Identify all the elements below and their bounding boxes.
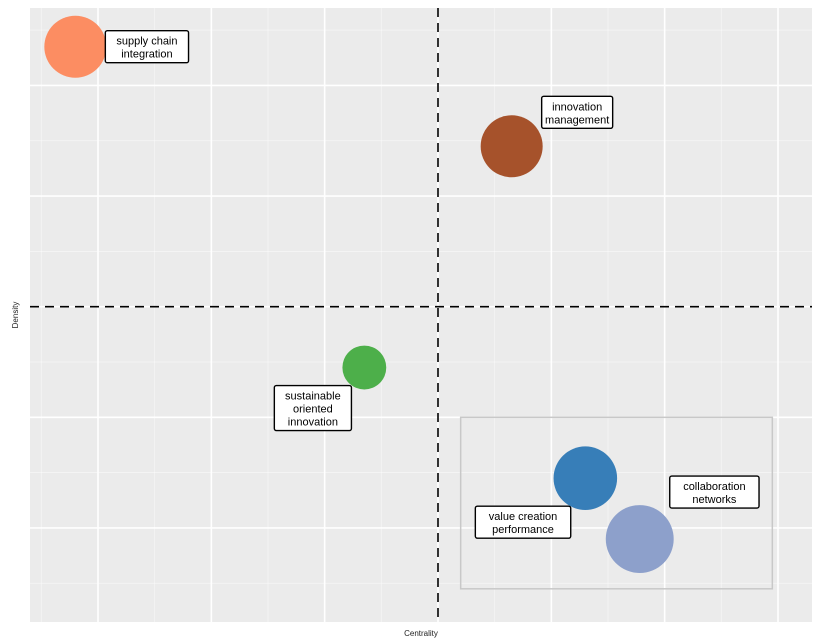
bubble-label-line: integration: [121, 49, 172, 61]
reference-lines: [30, 8, 812, 622]
bubble-label-line: innovation: [288, 417, 338, 429]
bubble-label: sustainable oriented innovation: [273, 384, 353, 432]
bubble-point: [605, 505, 674, 573]
bubble-label-line: performance: [492, 524, 554, 536]
bubble-label-line: networks: [692, 494, 737, 506]
y-axis-label: Density: [11, 302, 20, 329]
plot-background: [30, 8, 812, 622]
bubble-label-line: collaboration: [683, 481, 745, 493]
bubble-point: [44, 15, 107, 78]
bubble-label-text: value creation performance: [489, 511, 558, 536]
bubble-label-text: sustainable oriented innovation: [285, 391, 341, 429]
bubble-label: supply chain integration: [104, 30, 190, 64]
bubble-label-line: supply chain: [116, 36, 177, 48]
bubble-label-box: [474, 505, 572, 539]
bubble-label: value creation performance: [474, 505, 572, 539]
bubble-point: [342, 345, 387, 390]
bubble-label-box: [540, 95, 614, 129]
highlight-box-group: [459, 416, 774, 590]
bubble-point: [553, 446, 618, 510]
bubble-label-text: supply chain integration: [116, 36, 177, 61]
x-axis-label: Centrality: [404, 629, 438, 638]
bubble-label: collaboration networks: [669, 475, 760, 509]
gridlines: [30, 8, 812, 622]
bubble-label-text: innovation management: [545, 101, 609, 126]
bubble-label-line: value creation: [489, 511, 558, 523]
bubble-label-box: [669, 475, 760, 509]
bubble-label-line: innovation: [552, 101, 602, 113]
bubbles: [44, 15, 674, 573]
bubble-label-line: sustainable: [285, 391, 341, 403]
bubble-label-text: collaboration networks: [683, 481, 745, 506]
bubble-label: innovation management: [540, 95, 614, 129]
bubble-label-box: [273, 384, 353, 432]
bubble-label-line: management: [545, 114, 609, 126]
highlight-box: [459, 416, 774, 590]
bubble-label-box: [104, 30, 190, 64]
bubble-label-line: oriented: [293, 404, 333, 416]
bubble-point: [480, 115, 543, 178]
